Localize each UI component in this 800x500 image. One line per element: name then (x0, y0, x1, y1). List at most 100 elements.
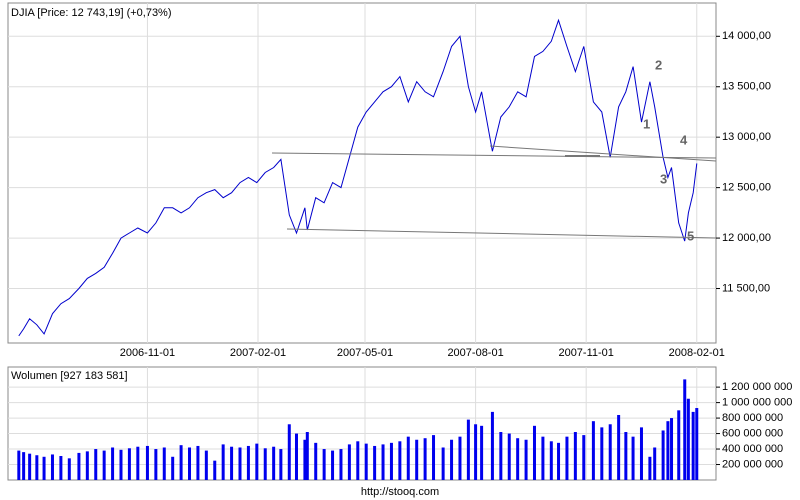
volume-bar (507, 433, 511, 480)
volume-bar (670, 418, 674, 480)
volume-bar (196, 445, 200, 480)
trend-lines (271, 145, 717, 239)
y-tick-label: 11 500,00 (722, 282, 770, 294)
volume-bar (67, 458, 71, 480)
volume-bar (631, 436, 635, 480)
volume-bar (458, 436, 462, 480)
volume-bar (364, 443, 368, 480)
volume-bar (188, 447, 192, 480)
volume-bar (666, 421, 670, 480)
y-tick-label: 800 000 000 (722, 412, 783, 424)
volume-bar (373, 445, 377, 480)
volume-bar (94, 449, 98, 480)
volume-bar (314, 442, 318, 480)
volume-bar (573, 432, 577, 480)
volume-bar (28, 453, 32, 480)
trend-line (286, 228, 717, 239)
volume-bar (287, 424, 291, 480)
grid (8, 3, 720, 480)
volume-bar (279, 449, 283, 480)
volume-bar (136, 446, 140, 480)
annotation: 3 (660, 171, 667, 186)
volume-bar (102, 450, 106, 480)
y-tick-label: 13 500,00 (722, 81, 771, 93)
volume-bar (541, 436, 545, 480)
volume-bar (303, 439, 307, 480)
volume-bar (381, 444, 385, 480)
volume-bar (516, 438, 520, 480)
volume-bar (204, 450, 208, 480)
volume-bar (389, 442, 393, 480)
volume-bar (406, 436, 410, 480)
volume-bar (653, 447, 657, 480)
trend-line (489, 145, 717, 162)
volume-bar (695, 408, 699, 480)
volume-bar (127, 448, 131, 480)
volume-bar (221, 444, 225, 480)
volume-bar (499, 432, 503, 480)
volume-bar (474, 424, 478, 480)
chart-title: DJIA [Price: 12 743,19] (+0,73%) (11, 7, 172, 19)
volume-bar (617, 414, 621, 480)
annotation: 2 (655, 57, 662, 72)
volume-bar (17, 450, 21, 480)
y-tick-label: 1 200 000 000 (722, 381, 792, 393)
annotation: 1 (643, 116, 650, 131)
trend-line (271, 152, 717, 159)
y-tick-label: 200 000 000 (722, 458, 783, 470)
volume-bar (145, 445, 149, 480)
volume-bar (85, 451, 89, 480)
annotation: 5 (687, 228, 694, 243)
volume-bar (77, 452, 81, 480)
price-line (18, 18, 698, 337)
volume-bar (600, 427, 604, 480)
volume-bar (691, 411, 695, 480)
volume-bar (398, 441, 402, 480)
x-tick-label: 2008-02-01 (669, 347, 725, 359)
volume-bar (624, 432, 628, 480)
volume-bar (557, 442, 561, 480)
volume-bar (683, 379, 687, 480)
volume-bar (22, 452, 26, 480)
volume-bar (524, 439, 528, 480)
volume-bar (171, 456, 175, 480)
y-tick-label: 13 000,00 (722, 131, 771, 143)
y-tick-label: 12 500,00 (722, 182, 771, 194)
x-tick-label: 2007-02-01 (230, 347, 286, 359)
annotation: 4 (680, 132, 688, 147)
volume-bar (591, 421, 595, 480)
price-plot (7, 2, 717, 344)
y-tick-label: 600 000 000 (722, 427, 783, 439)
y-tick-label: 400 000 000 (722, 443, 783, 455)
volume-bar (154, 449, 158, 480)
footer: http://stooq.com (361, 486, 439, 498)
volume-bar (339, 449, 343, 480)
volume-bar (608, 424, 612, 480)
volume-bar (582, 435, 586, 480)
x-tick-label: 2007-05-01 (337, 347, 393, 359)
volume-bar (466, 419, 470, 480)
chart-title: Wolumen [927 183 581] (11, 370, 128, 382)
volume-bar (246, 445, 250, 480)
x-tick-label: 2007-08-01 (447, 347, 503, 359)
y-tick-label: 14 000,00 (722, 30, 771, 42)
x-tick-label: 2006-11-01 (120, 347, 175, 359)
volume-bar (35, 455, 39, 480)
volume-bar (50, 454, 54, 480)
volume-bar (677, 410, 681, 480)
volume-bar (162, 447, 166, 480)
volume-plot (7, 366, 717, 481)
volume-bar (490, 411, 494, 480)
volume-bar (263, 448, 267, 480)
volume-bar (213, 460, 217, 480)
volume-bar (423, 438, 427, 480)
y-tick-label: 1 000 000 000 (722, 397, 792, 409)
volume-bar (480, 425, 484, 480)
volume-bar (59, 456, 63, 480)
volume-bar (639, 427, 643, 480)
volume-bar (347, 444, 351, 480)
volume-bar (111, 447, 115, 480)
x-tick-label: 2007-11-01 (558, 347, 613, 359)
volume-bar (119, 449, 123, 480)
